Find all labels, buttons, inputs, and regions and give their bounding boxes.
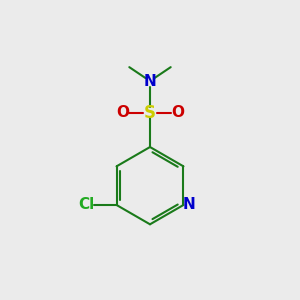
Text: Cl: Cl — [79, 197, 95, 212]
Text: S: S — [144, 104, 156, 122]
Text: O: O — [171, 105, 184, 120]
Text: N: N — [182, 197, 195, 212]
Text: O: O — [116, 105, 129, 120]
Text: N: N — [144, 74, 156, 89]
